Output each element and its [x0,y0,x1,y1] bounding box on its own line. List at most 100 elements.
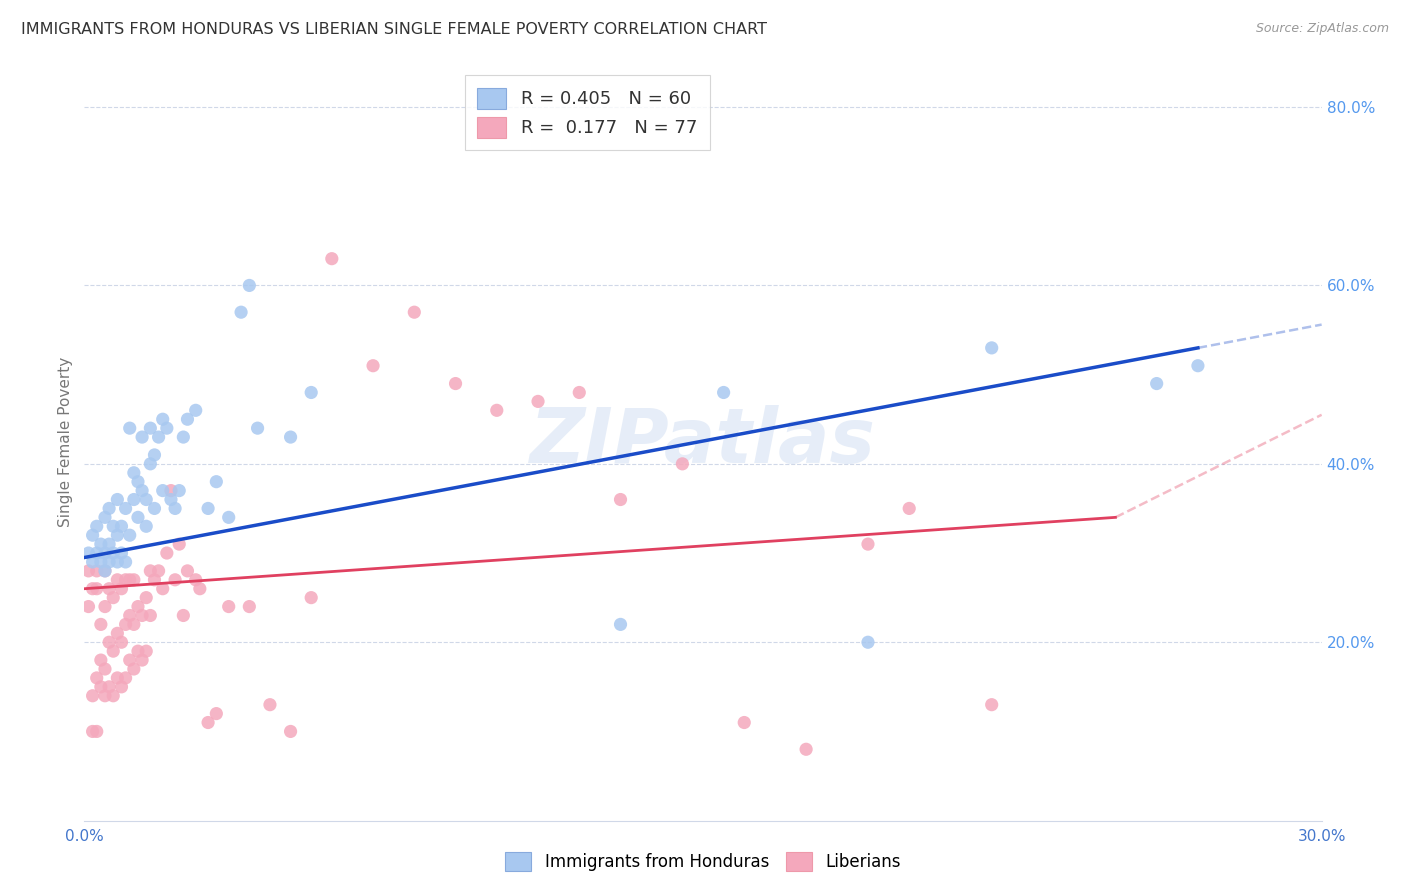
Point [527,394,550,409]
Point [103,591,125,605]
Point [188,582,211,596]
Point [205,475,228,489]
Point [152,582,174,596]
Point [94,510,117,524]
Point [122,492,145,507]
Point [82,555,104,569]
Point [856,635,879,649]
Point [135,519,157,533]
Point [82,689,104,703]
Point [77,564,100,578]
Point [103,519,125,533]
Point [94,599,117,614]
Point [110,635,132,649]
Point [105,626,128,640]
Point [361,359,384,373]
Point [131,653,153,667]
Point [299,385,322,400]
Point [980,341,1002,355]
Point [122,617,145,632]
Point [218,599,240,614]
Point [609,492,631,507]
Point [280,724,302,739]
Point [118,608,141,623]
Point [98,537,121,551]
Point [568,385,591,400]
Point [110,582,132,596]
Point [280,430,302,444]
Point [218,510,240,524]
Point [229,305,252,319]
Point [139,564,162,578]
Point [122,662,145,676]
Point [118,653,141,667]
Point [127,475,149,489]
Point [143,501,166,516]
Point [148,564,170,578]
Text: ZIPatlas: ZIPatlas [530,405,876,478]
Point [86,724,108,739]
Point [94,564,117,578]
Point [98,555,121,569]
Point [131,430,153,444]
Point [898,501,921,516]
Point [148,430,170,444]
Point [404,305,426,319]
Point [1146,376,1168,391]
Point [82,724,104,739]
Y-axis label: Single Female Poverty: Single Female Poverty [58,357,73,526]
Point [197,715,219,730]
Point [160,483,183,498]
Point [86,564,108,578]
Point [172,430,194,444]
Point [165,501,187,516]
Point [86,519,108,533]
Point [77,546,100,560]
Point [156,546,179,560]
Point [105,492,128,507]
Point [98,680,121,694]
Point [82,528,104,542]
Point [444,376,467,391]
Point [82,582,104,596]
Point [246,421,269,435]
Point [139,421,162,435]
Point [184,573,207,587]
Point [135,591,157,605]
Point [139,608,162,623]
Legend: Immigrants from Honduras, Liberians: Immigrants from Honduras, Liberians [496,843,910,880]
Point [98,582,121,596]
Point [143,573,166,587]
Point [856,537,879,551]
Point [118,421,141,435]
Point [90,537,112,551]
Point [105,671,128,685]
Point [94,689,117,703]
Point [1187,359,1209,373]
Point [86,671,108,685]
Point [86,546,108,560]
Point [94,564,117,578]
Point [114,501,136,516]
Point [114,555,136,569]
Point [321,252,343,266]
Point [167,537,190,551]
Point [118,573,141,587]
Point [143,448,166,462]
Point [110,680,132,694]
Point [105,555,128,569]
Point [94,546,117,560]
Point [205,706,228,721]
Point [114,573,136,587]
Point [90,555,112,569]
Point [122,466,145,480]
Point [98,635,121,649]
Point [139,457,162,471]
Point [176,564,198,578]
Point [259,698,281,712]
Point [165,573,187,587]
Point [152,483,174,498]
Point [131,483,153,498]
Point [167,483,190,498]
Point [156,421,179,435]
